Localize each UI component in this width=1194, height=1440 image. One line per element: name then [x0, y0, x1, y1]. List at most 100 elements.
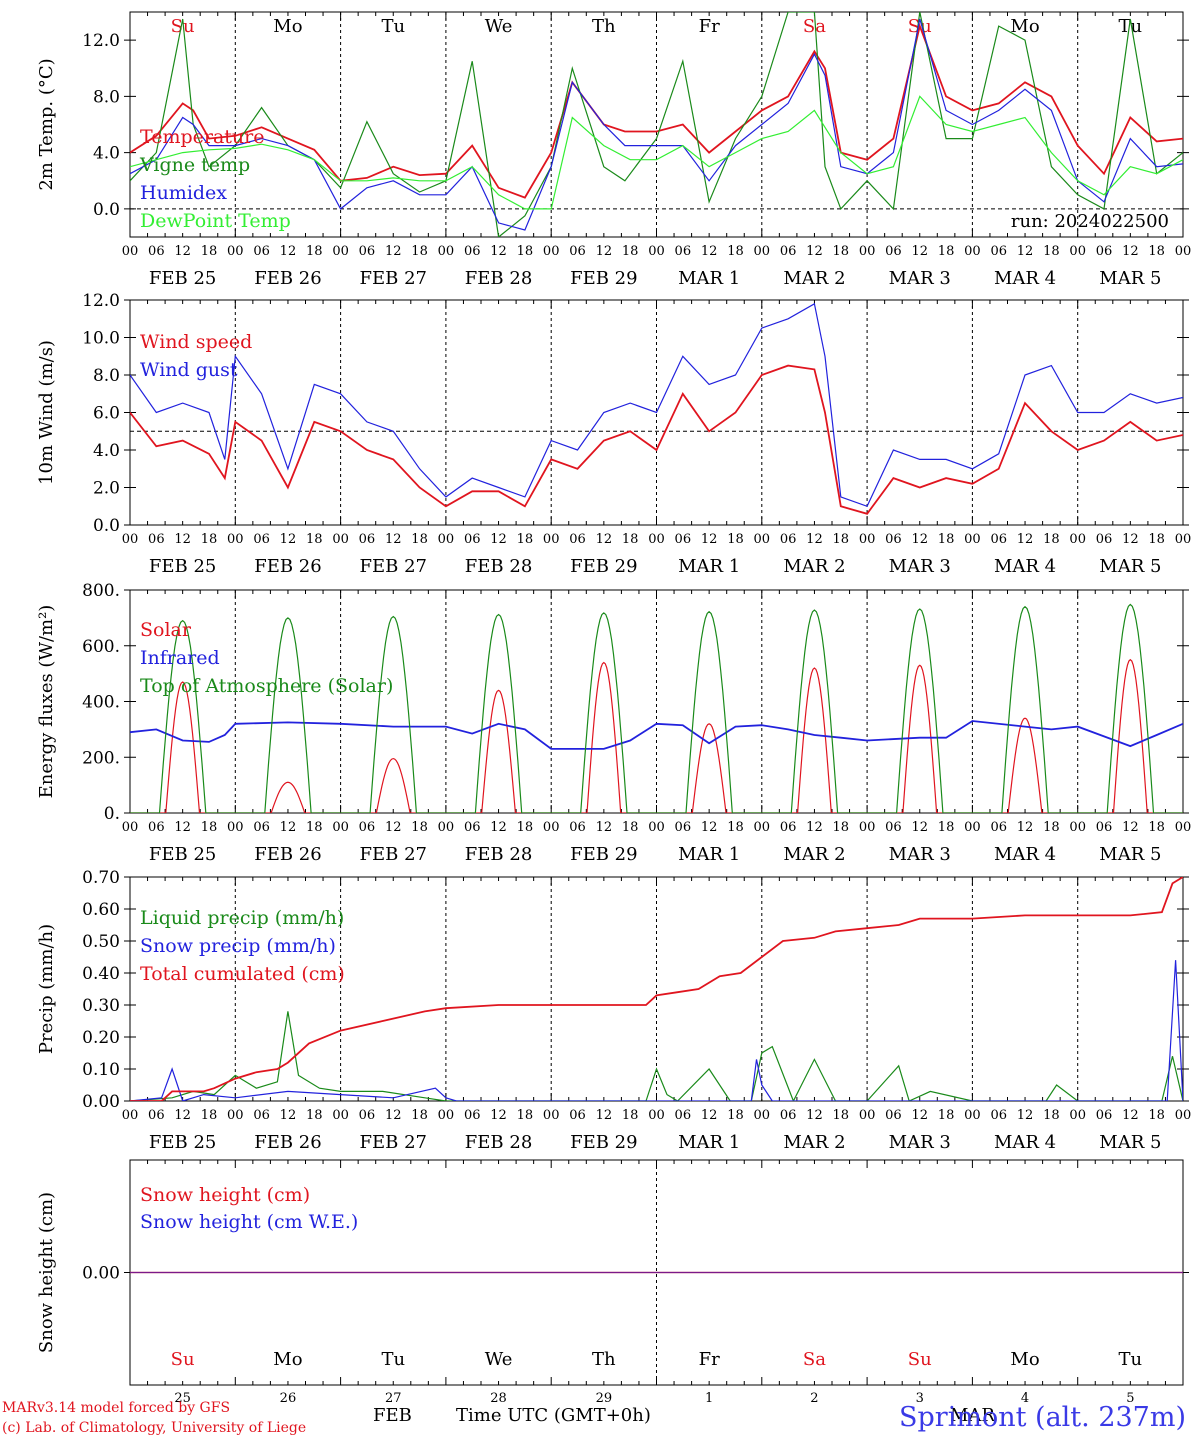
x-axis-label: Time UTC (GMT+0h) — [456, 1405, 651, 1426]
x-hour-label: 06 — [148, 820, 165, 835]
panel-2: 0.0 2.0 4.0 6.0 8.0 10.0 12.0 10m Wind (m/s) 00 0… — [36, 291, 1191, 577]
x-date-label: MAR 4 — [994, 844, 1056, 865]
x-hour-label: 18 — [833, 1108, 850, 1123]
x-hour-label: 18 — [622, 532, 639, 547]
x-hour-label: 12 — [911, 532, 928, 547]
y-tick-label: 800. — [82, 581, 120, 601]
day-name-label: We — [485, 16, 513, 37]
x-date-label: FEB 28 — [465, 844, 532, 865]
y-tick-label: 0. — [104, 804, 120, 824]
series-line-total-cumulated-cm — [130, 877, 1183, 1101]
legend-entry: Total cumulated (cm) — [140, 963, 345, 985]
x-hour-label: 00 — [1175, 244, 1192, 259]
x-hour-label: 00 — [543, 820, 560, 835]
x-hour-label: 12 — [174, 820, 191, 835]
x-hour-label: 18 — [411, 820, 428, 835]
series-line-vigne-temp — [130, 12, 1183, 237]
x-hour-label: 00 — [1069, 244, 1086, 259]
x-hour-label: 06 — [569, 1108, 586, 1123]
x-date-label: FEB 26 — [254, 844, 321, 865]
x-hour-label: 18 — [1043, 820, 1060, 835]
x-hour-label: 12 — [701, 1108, 718, 1123]
x-hour-label: 06 — [464, 820, 481, 835]
y-tick-label: 8.0 — [93, 87, 120, 107]
x-hour-label: 12 — [174, 1108, 191, 1123]
x-hour-label: 18 — [727, 244, 744, 259]
x-date-label: FEB 26 — [254, 1132, 321, 1153]
x-hour-label: 12 — [385, 1108, 402, 1123]
x-hour-label: 06 — [990, 820, 1007, 835]
x-hour-label: 06 — [148, 1108, 165, 1123]
y-tick-label: 10.0 — [82, 329, 120, 349]
x-hour-label: 18 — [201, 1108, 218, 1123]
y-tick-label: 0.60 — [82, 900, 120, 920]
x-hour-label: 06 — [359, 532, 376, 547]
x-hour-label: 06 — [359, 820, 376, 835]
x-date-label: FEB 27 — [360, 268, 427, 289]
x-hour-label: 18 — [622, 244, 639, 259]
x-date-label: FEB 25 — [149, 844, 216, 865]
x-hour-label: 12 — [490, 1108, 507, 1123]
x-date-label: FEB 28 — [465, 268, 532, 289]
day-number-label: 3 — [916, 1391, 924, 1406]
y-tick-label: 0.20 — [82, 1028, 120, 1048]
x-date-label: MAR 2 — [783, 268, 845, 289]
x-hour-label: 18 — [938, 244, 955, 259]
x-hour-label: 06 — [675, 820, 692, 835]
x-hour-label: 06 — [569, 244, 586, 259]
run-annotation: run: 2024022500 — [1011, 211, 1169, 232]
day-name-label: Su — [171, 16, 195, 37]
day-name-label: Tu — [381, 1349, 405, 1370]
x-hour-label: 00 — [438, 820, 455, 835]
x-date-label: MAR 3 — [889, 268, 951, 289]
legend-entry: Infrared — [140, 647, 220, 669]
x-hour-label: 00 — [754, 820, 771, 835]
panel-1: 0.0 4.0 8.0 12.0 2m Temp. (°C) 00 06 12 18 FEB 25… — [36, 11, 1192, 289]
x-hour-label: 00 — [332, 820, 349, 835]
y-tick-label: 4.0 — [93, 144, 120, 164]
x-date-label: MAR 2 — [783, 1132, 845, 1153]
x-date-label: FEB 29 — [570, 556, 637, 577]
series-line-dewpoint-temp — [130, 95, 1183, 210]
x-hour-label: 12 — [806, 1108, 823, 1123]
x-hour-label: 18 — [622, 820, 639, 835]
x-hour-label: 00 — [543, 244, 560, 259]
x-hour-label: 00 — [1069, 532, 1086, 547]
x-date-label: FEB 27 — [360, 556, 427, 577]
series-line-infrared — [130, 720, 1183, 750]
x-hour-label: 00 — [227, 244, 244, 259]
x-hour-label: 06 — [885, 820, 902, 835]
y-axis-label: 2m Temp. (°C) — [36, 58, 57, 190]
plot-frame — [129, 589, 1184, 814]
x-hour-label: 12 — [174, 244, 191, 259]
x-date-label: MAR 4 — [994, 556, 1056, 577]
x-hour-label: 12 — [596, 1108, 613, 1123]
x-hour-label: 06 — [780, 820, 797, 835]
x-hour-label: 06 — [1096, 532, 1113, 547]
legend-entry: Snow precip (mm/h) — [140, 935, 336, 957]
day-name-label: Tu — [1119, 1349, 1143, 1370]
x-date-label: MAR 3 — [889, 1132, 951, 1153]
day-name-label: We — [485, 1349, 513, 1370]
x-date-label: FEB 25 — [149, 556, 216, 577]
y-axis-label: 10m Wind (m/s) — [36, 340, 57, 485]
x-hour-label: 12 — [1017, 244, 1034, 259]
x-hour-label: 18 — [1043, 244, 1060, 259]
x-hour-label: 18 — [1148, 532, 1165, 547]
x-hour-label: 00 — [332, 244, 349, 259]
y-tick-label: 4.0 — [93, 441, 120, 461]
day-name-label: Tu — [1119, 16, 1143, 37]
x-hour-label: 00 — [859, 532, 876, 547]
x-hour-label: 06 — [253, 532, 270, 547]
x-hour-label: 00 — [964, 244, 981, 259]
x-hour-label: 12 — [806, 820, 823, 835]
day-number-label: 25 — [174, 1391, 191, 1406]
x-hour-label: 06 — [1096, 244, 1113, 259]
panel-4: 0.00 0.10 0.20 0.30 0.40 0.50 0.60 0.70 Precip (… — [36, 868, 1191, 1153]
y-axis-label: Precip (mm/h) — [36, 924, 57, 1054]
x-hour-label: 06 — [675, 532, 692, 547]
y-tick-label: 12.0 — [82, 291, 120, 311]
panel-3: 0. 200. 400. 600. 800. Energy fluxes (W/m²) 00… — [36, 581, 1191, 865]
x-hour-label: 00 — [122, 532, 139, 547]
x-hour-label: 12 — [911, 244, 928, 259]
